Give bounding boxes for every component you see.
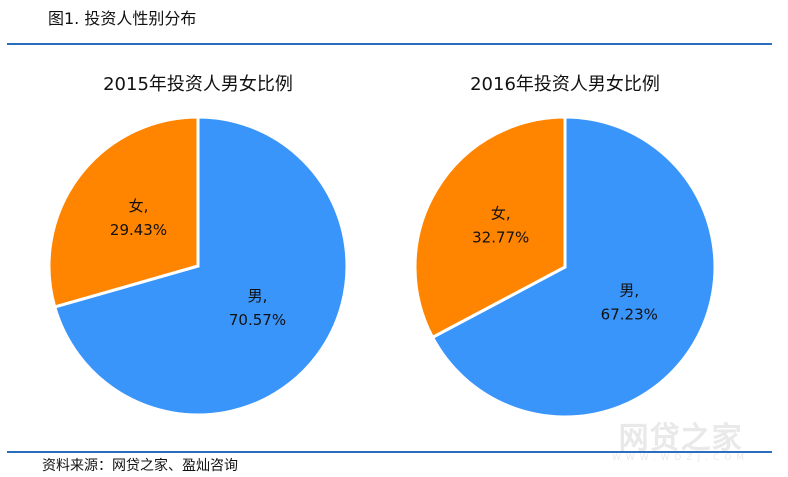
pie-slice-female — [413, 115, 567, 340]
data-label-value: 29.43% — [110, 221, 167, 239]
figure-title: 图1. 投资人性别分布 — [48, 9, 197, 28]
pie-slice-male — [52, 115, 349, 417]
pie-slice-male — [430, 115, 717, 419]
data-label-value: 67.23% — [601, 306, 658, 324]
chart-title-2015: 2015年投资人男女比例 — [103, 74, 293, 95]
source-note: 资料来源：网贷之家、盈灿咨询 — [42, 458, 238, 474]
data-label-value: 32.77% — [472, 228, 529, 246]
watermark-logo: 网贷之家 WWW.WDZJ.COM — [612, 413, 749, 463]
chart-title-2016: 2016年投资人男女比例 — [470, 74, 660, 95]
data-label-category: 男, — [619, 282, 639, 300]
top-rule — [7, 43, 772, 45]
bottom-rule — [7, 451, 772, 453]
data-label-category: 女, — [491, 204, 511, 222]
watermark-main: 网贷之家 — [618, 421, 743, 456]
pie-slice-female — [47, 115, 200, 309]
data-label-category: 女, — [129, 197, 149, 215]
watermark-sub: WWW.WDZJ.COM — [612, 453, 750, 463]
data-label-category: 男, — [248, 287, 268, 305]
data-label-value: 70.57% — [229, 311, 286, 329]
